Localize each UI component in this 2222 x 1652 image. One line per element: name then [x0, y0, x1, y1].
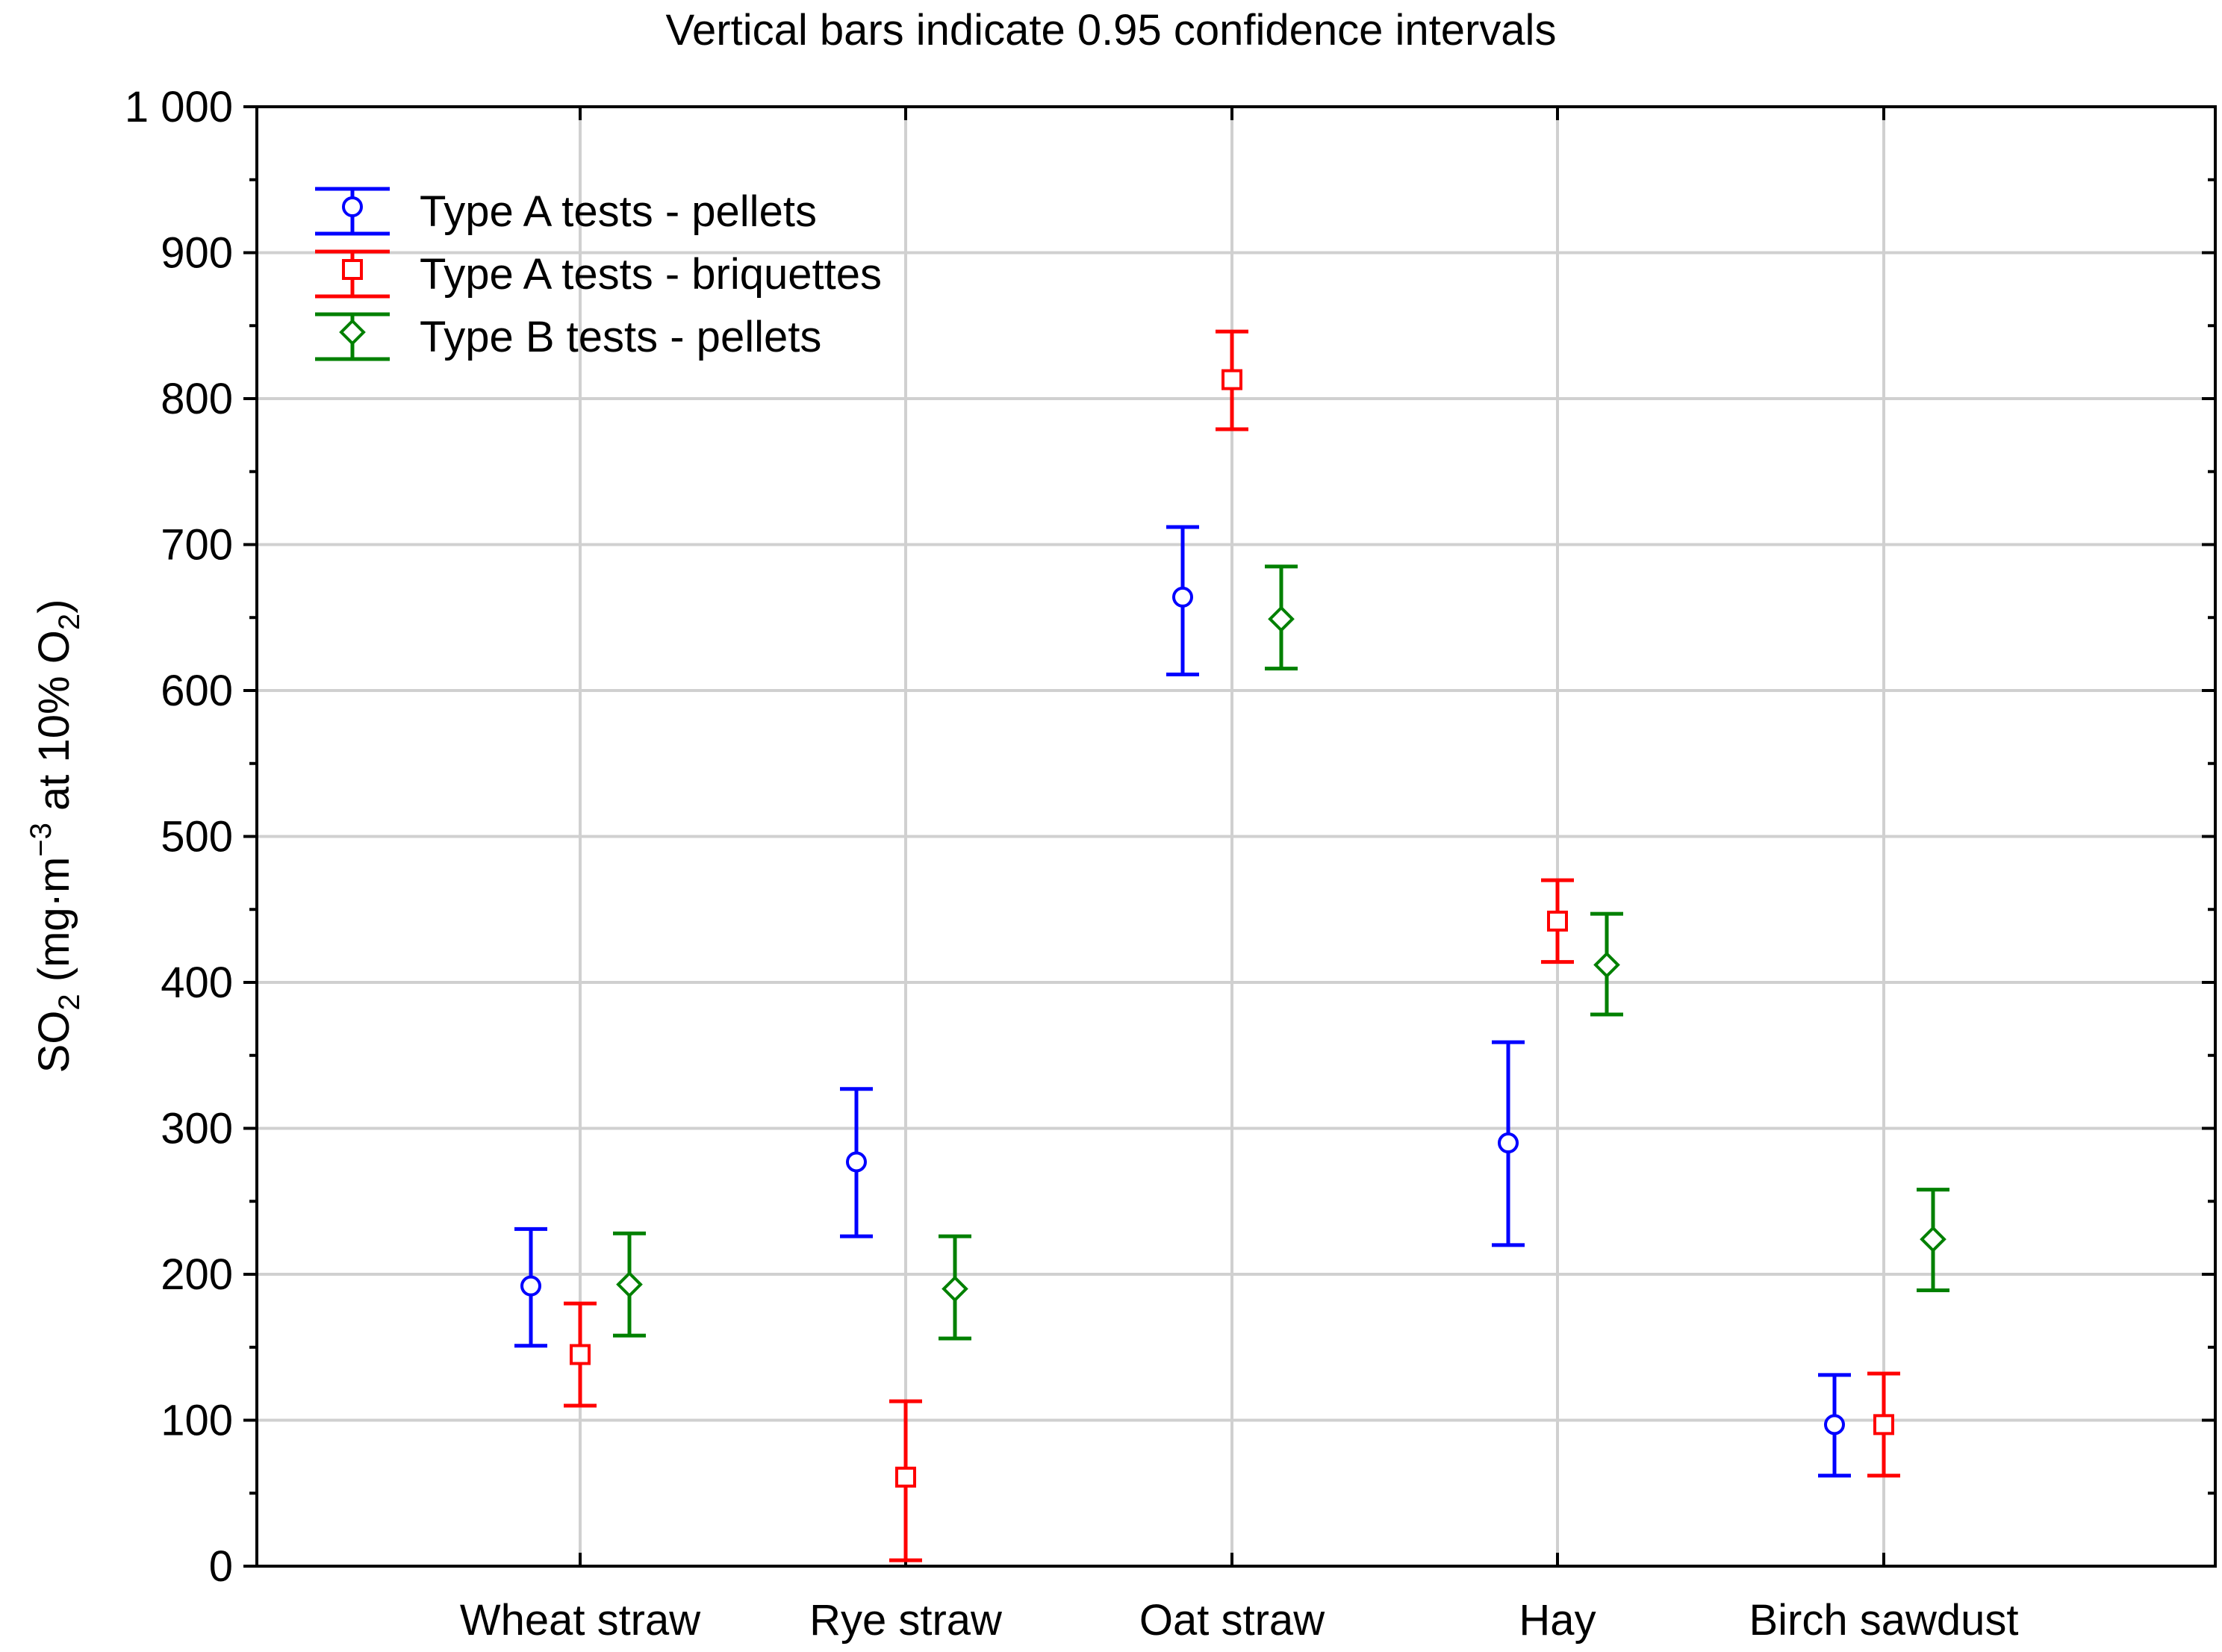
- legend-item-3: Type B tests - pellets: [315, 312, 821, 361]
- x-category-label: Rye straw: [809, 1596, 1003, 1645]
- x-category-label: Oat straw: [1139, 1596, 1325, 1645]
- y-tick-label: 700: [161, 521, 233, 570]
- data-point: [1593, 951, 1620, 979]
- y-tick-label: 600: [161, 667, 233, 715]
- data-point: [1268, 605, 1295, 633]
- y-axis: 0 100 200 300 400 500 600 700 800 900 1 000: [125, 83, 2215, 1591]
- y-label-sup: −3: [25, 823, 57, 857]
- y-label-sub1: 2: [53, 994, 86, 1010]
- y-label-prefix: SO: [30, 1011, 78, 1073]
- data-point: [1222, 369, 1242, 390]
- y-tick-label: 400: [161, 959, 233, 1007]
- legend-item-2: Type A tests - briquettes: [315, 249, 882, 299]
- y-label-sub2: 2: [53, 614, 86, 630]
- data-point: [570, 1344, 591, 1365]
- data-point: [520, 1275, 541, 1297]
- x-category-label: Birch sawdust: [1749, 1596, 2018, 1645]
- data-point: [895, 1466, 916, 1488]
- legend: Type A tests - pellets Type A tests - bri…: [315, 187, 882, 361]
- series-3: [613, 564, 1949, 1341]
- data-point: [942, 1275, 968, 1303]
- y-label-mid: (mg·m: [30, 857, 78, 994]
- chart-subtitle: Vertical bars indicate 0.95 confidence i…: [666, 6, 1557, 54]
- legend-marker: [342, 196, 363, 217]
- y-label-mid2: at 10% O: [30, 630, 78, 823]
- y-tick-label: 100: [161, 1397, 233, 1445]
- series-2: [564, 329, 1900, 1562]
- y-tick-label: 900: [161, 229, 233, 278]
- y-tick-label: 300: [161, 1105, 233, 1153]
- y-tick-label: 1 000: [125, 83, 233, 131]
- y-label-suffix: ): [30, 599, 78, 614]
- data-point: [1920, 1226, 1946, 1253]
- data-point: [1172, 586, 1193, 608]
- data-point: [1873, 1414, 1894, 1436]
- legend-item-1: Type A tests - pellets: [315, 187, 817, 236]
- legend-marker: [339, 319, 366, 346]
- x-category-label: Wheat straw: [460, 1596, 701, 1645]
- series-1: [514, 525, 1851, 1478]
- data-point: [1498, 1132, 1519, 1154]
- y-axis-label: SO2 (mg·m−3 at 10% O2): [25, 599, 86, 1073]
- legend-label: Type A tests - briquettes: [420, 250, 882, 299]
- x-axis: Wheat straw Rye straw Oat straw Hay Birch sa…: [460, 107, 2019, 1645]
- legend-label: Type B tests - pellets: [420, 313, 821, 361]
- data-series: [514, 329, 1949, 1562]
- x-category-label: Hay: [1519, 1596, 1596, 1645]
- legend-marker: [342, 259, 363, 280]
- data-point: [1547, 910, 1568, 932]
- y-tick-label: 0: [209, 1542, 233, 1591]
- y-tick-label: 800: [161, 375, 233, 423]
- data-point: [846, 1151, 867, 1173]
- data-point: [616, 1271, 643, 1298]
- data-point: [1824, 1414, 1845, 1436]
- y-tick-label: 200: [161, 1250, 233, 1299]
- legend-label: Type A tests - pellets: [420, 187, 817, 236]
- y-tick-label: 500: [161, 813, 233, 861]
